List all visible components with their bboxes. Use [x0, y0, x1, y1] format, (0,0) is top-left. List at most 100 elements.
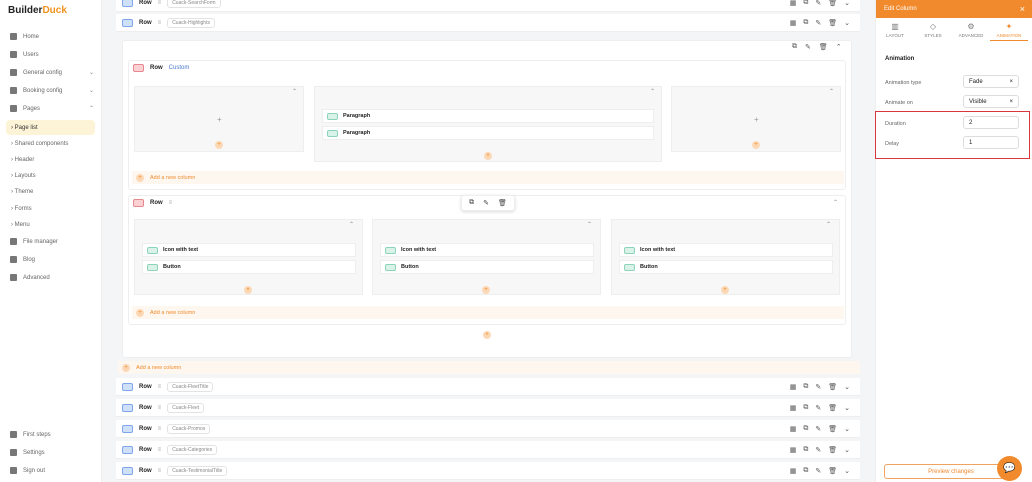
add-row-icon[interactable]: +	[483, 331, 491, 339]
chevron-up-icon[interactable]: ⌃	[833, 200, 839, 206]
copy-icon[interactable]: ⧉	[803, 403, 809, 411]
element[interactable]: Icon with text	[142, 243, 356, 257]
drag-handle-icon[interactable]: ≡	[157, 446, 162, 453]
tab-animation[interactable]: ✦ ANIMATION	[990, 22, 1028, 41]
copy-icon[interactable]: ⧉	[469, 199, 475, 206]
delete-icon[interactable]: 🗑	[828, 425, 838, 433]
drag-handle-icon[interactable]: ≡	[157, 383, 162, 390]
edit-icon[interactable]: ✎	[805, 44, 811, 51]
sidebar-subitem[interactable]: › Theme	[11, 189, 34, 196]
close-icon[interactable]: ×	[1019, 4, 1025, 14]
copy-icon[interactable]: ⧉	[803, 18, 809, 26]
element[interactable]: Button	[142, 260, 356, 274]
sidebar-item[interactable]: Blog	[10, 256, 94, 263]
add-column-button[interactable]: + Add a new column	[132, 306, 844, 319]
column[interactable]	[611, 219, 840, 295]
delete-icon[interactable]: 🗑	[828, 467, 838, 475]
element[interactable]: Paragraph	[322, 126, 654, 140]
drag-handle-icon[interactable]: ≡	[157, 467, 162, 474]
chevron-up-icon[interactable]: ⌃	[349, 222, 355, 228]
row[interactable]: Row ≡ Cuack-TestimonialTitle ▦ ⧉ ✎ 🗑 ⌄	[116, 462, 860, 480]
copy-icon[interactable]: ⧉	[803, 445, 809, 453]
sidebar-item[interactable]: Booking config ⌄	[10, 87, 94, 94]
chevron-up-icon[interactable]: ⌃	[826, 222, 832, 228]
grid-icon[interactable]: ▦	[789, 467, 797, 475]
delete-icon[interactable]: 🗑	[828, 0, 838, 7]
delete-icon[interactable]: 🗑	[497, 200, 507, 207]
drag-handle-icon[interactable]: ≡	[168, 200, 173, 206]
column[interactable]	[314, 86, 662, 162]
delete-icon[interactable]: 🗑	[818, 44, 828, 51]
copy-icon[interactable]: ⧉	[803, 0, 809, 6]
element[interactable]: Icon with text	[619, 243, 833, 257]
clear-icon[interactable]: ×	[1009, 98, 1013, 105]
delete-icon[interactable]: 🗑	[828, 404, 838, 412]
sidebar-item[interactable]: Users	[10, 51, 94, 58]
row[interactable]: Row ≡ Cuack-FleetTitle ▦ ⧉ ✎ 🗑 ⌄	[116, 378, 860, 396]
grid-icon[interactable]: ▦	[789, 0, 797, 7]
add-element-icon[interactable]: +	[484, 152, 492, 160]
chevron-up-icon[interactable]: ⌃	[650, 89, 656, 95]
edit-icon[interactable]: ✎	[815, 467, 822, 475]
delay-field[interactable]: 1	[963, 136, 1019, 149]
row[interactable]: Row ≡ Cuack-Promos ▦ ⧉ ✎ 🗑 ⌄	[116, 420, 860, 438]
drag-handle-icon[interactable]: ≡	[157, 425, 162, 432]
add-column-button[interactable]: + Add a new column	[118, 361, 860, 374]
drag-handle-icon[interactable]: ≡	[157, 404, 162, 411]
chevron-up-icon[interactable]: ⌃	[292, 89, 298, 95]
chevron-down-icon[interactable]: ⌄	[844, 404, 850, 412]
add-element-icon[interactable]: +	[482, 286, 490, 294]
sidebar-subitem[interactable]: › Layouts	[11, 173, 36, 180]
sidebar-item[interactable]: General config ⌄	[10, 69, 94, 76]
edit-icon[interactable]: ✎	[815, 446, 822, 454]
copy-icon[interactable]: ⧉	[803, 382, 809, 390]
sidebar-item[interactable]: Pages ⌃	[10, 105, 94, 112]
sidebar-item[interactable]: Settings	[10, 449, 94, 456]
chevron-down-icon[interactable]: ⌄	[844, 19, 850, 27]
copy-icon[interactable]: ⧉	[803, 424, 809, 432]
chevron-down-icon[interactable]: ⌄	[844, 446, 850, 454]
grid-icon[interactable]: ▦	[789, 425, 797, 433]
edit-icon[interactable]: ✎	[483, 200, 489, 207]
copy-icon[interactable]: ⧉	[792, 43, 797, 50]
clear-icon[interactable]: ×	[1009, 78, 1013, 85]
add-element-icon[interactable]: +	[244, 286, 252, 294]
grid-icon[interactable]: ▦	[789, 404, 797, 412]
chat-icon[interactable]: 💬	[997, 456, 1022, 481]
delete-icon[interactable]: 🗑	[828, 446, 838, 454]
duration-field[interactable]: 2	[963, 116, 1019, 129]
edit-icon[interactable]: ✎	[815, 19, 822, 27]
element[interactable]: Paragraph	[322, 109, 654, 123]
add-column-button[interactable]: + Add a new column	[132, 171, 844, 184]
add-element-icon[interactable]: +	[752, 141, 760, 149]
element[interactable]: Button	[380, 260, 594, 274]
edit-icon[interactable]: ✎	[815, 404, 822, 412]
delete-icon[interactable]: 🗑	[828, 19, 838, 27]
element[interactable]: Icon with text	[380, 243, 594, 257]
row[interactable]: Row ≡ Cuack-Fleet ▦ ⧉ ✎ 🗑 ⌄	[116, 399, 860, 417]
copy-icon[interactable]: ⧉	[803, 466, 809, 474]
grid-icon[interactable]: ▦	[789, 383, 797, 391]
sidebar-subitem[interactable]: › Menu	[11, 221, 30, 228]
plus-icon[interactable]: +	[217, 115, 222, 124]
row[interactable]: Row ≡ Cuack-Categories ▦ ⧉ ✎ 🗑 ⌄	[116, 441, 860, 459]
chevron-down-icon[interactable]: ⌄	[844, 425, 850, 433]
tab-layout[interactable]: ▥ LAYOUT	[876, 22, 914, 38]
sidebar-item[interactable]: Advanced	[10, 274, 94, 281]
grid-icon[interactable]: ▦	[789, 19, 797, 27]
delete-icon[interactable]: 🗑	[828, 383, 838, 391]
sidebar-item[interactable]: Sign out	[10, 467, 94, 474]
animation-type-field[interactable]: Fade ×	[963, 75, 1019, 88]
chevron-down-icon[interactable]: ⌄	[844, 0, 850, 7]
sidebar-subitem[interactable]: › Header	[11, 156, 35, 163]
sidebar-item[interactable]: File manager	[10, 238, 94, 245]
sidebar-item[interactable]: First steps	[10, 431, 94, 438]
animate-on-field[interactable]: Visible ×	[963, 95, 1019, 108]
sidebar-item[interactable]: Home	[10, 33, 94, 40]
add-element-icon[interactable]: +	[721, 286, 729, 294]
sidebar-subitem[interactable]: › Shared components	[11, 140, 69, 147]
chevron-up-icon[interactable]: ⌃	[587, 222, 593, 228]
sidebar-subitem[interactable]: › Forms	[11, 205, 32, 212]
grid-icon[interactable]: ▦	[789, 446, 797, 454]
plus-icon[interactable]: +	[754, 115, 759, 124]
